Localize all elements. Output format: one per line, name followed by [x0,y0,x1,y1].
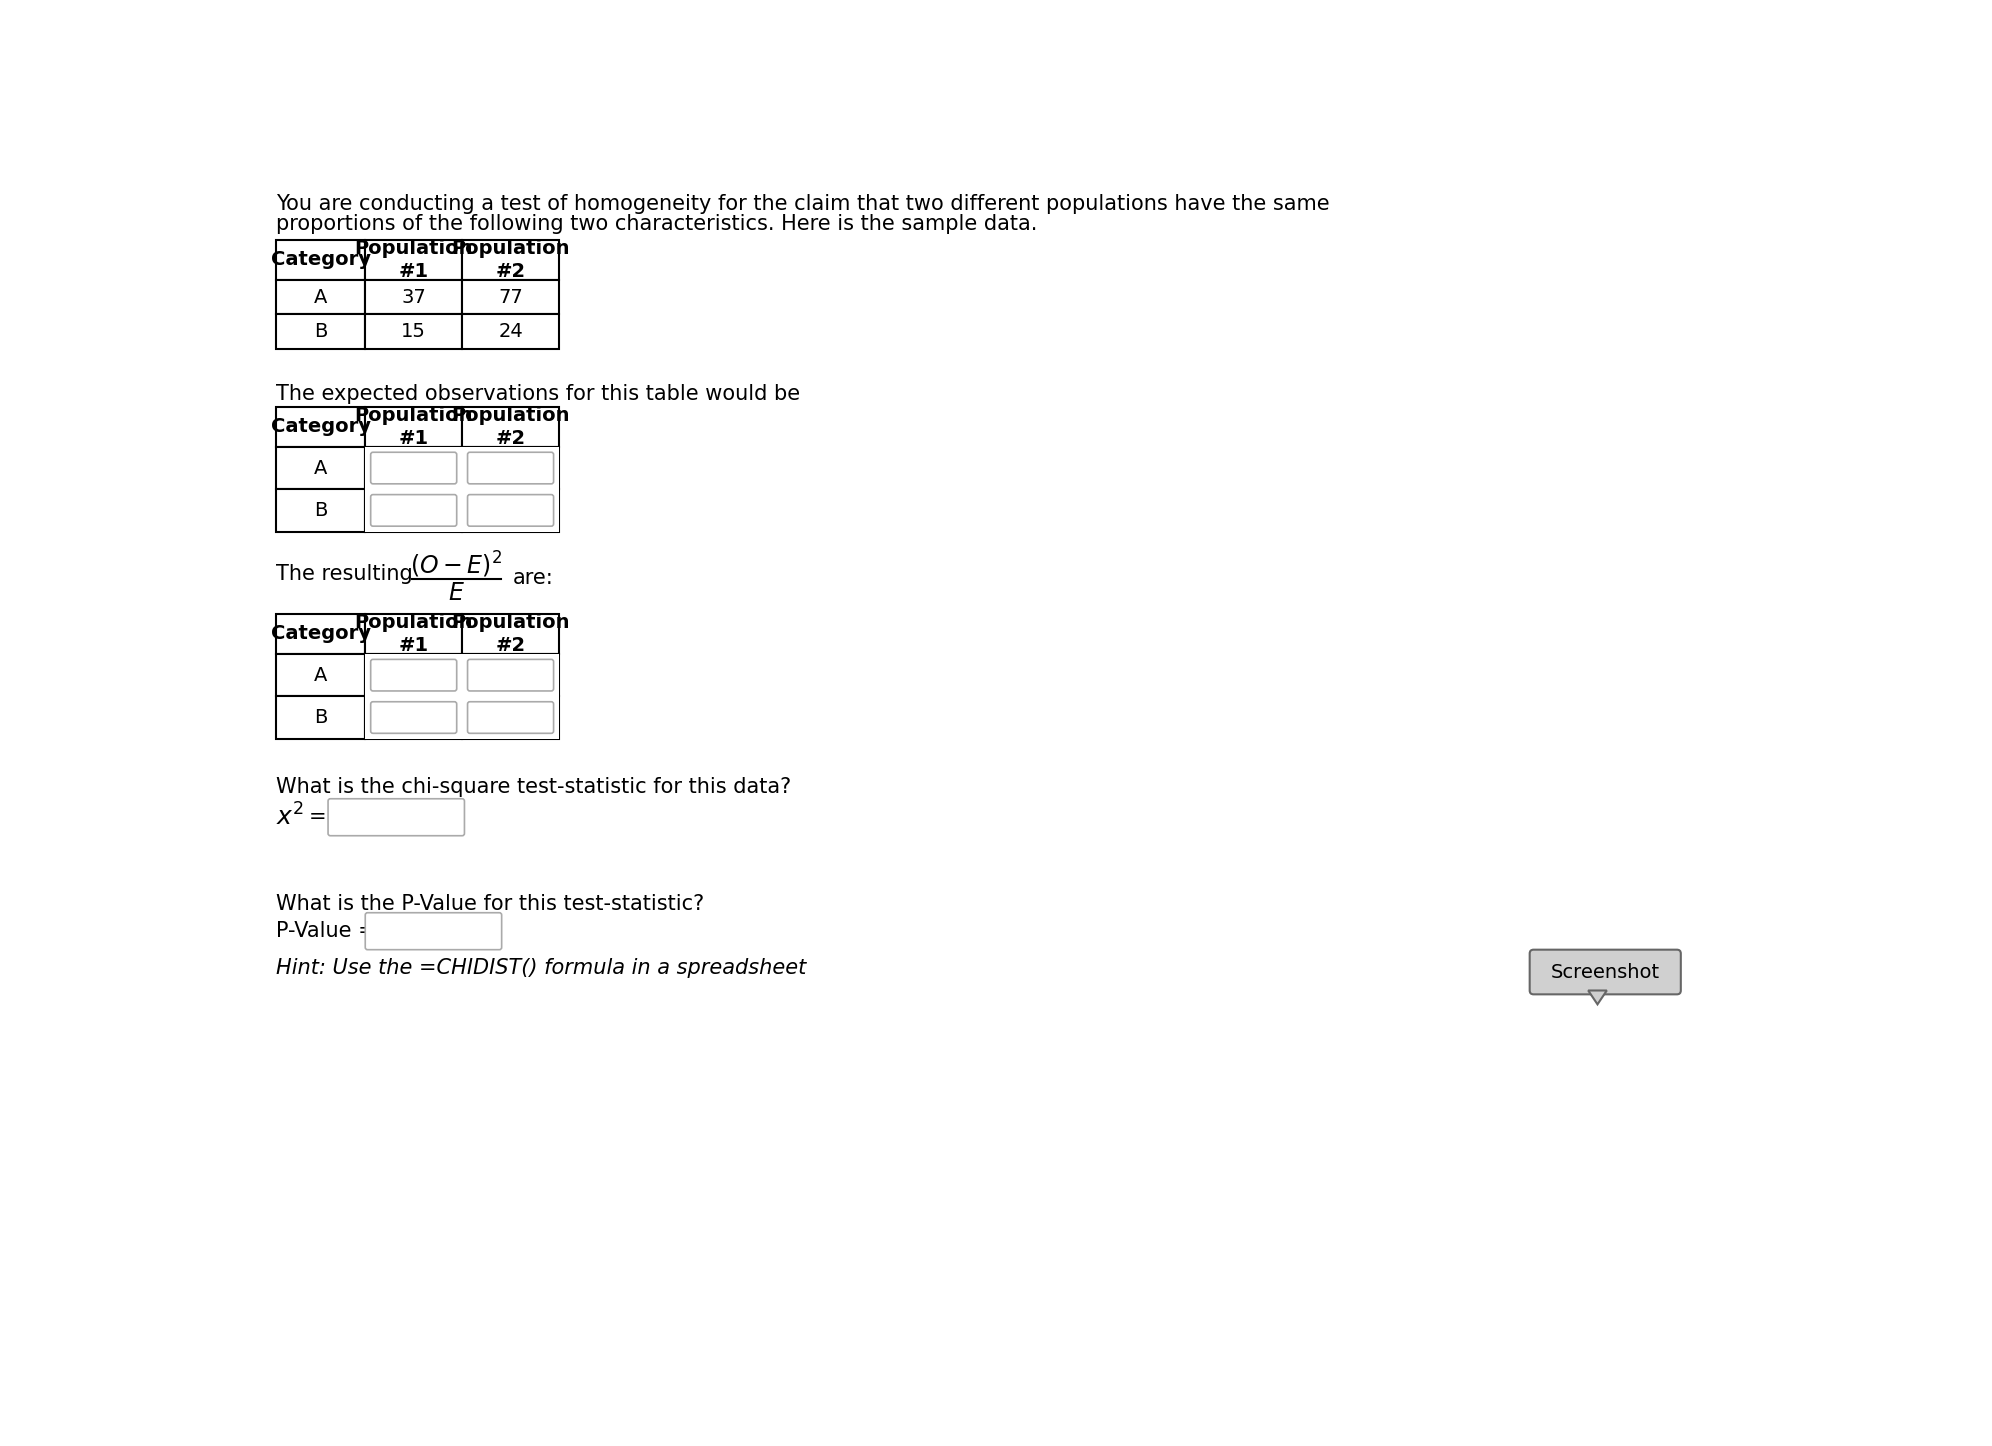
Bar [365,489,462,532]
Bar [365,279,462,314]
Bar [365,447,462,489]
Bar [462,654,560,697]
Text: Category: Category [271,250,371,269]
Bar [277,447,365,489]
FancyBboxPatch shape [468,453,554,484]
Text: P-Value =: P-Value = [277,921,376,941]
Text: What is the P-Value for this test-statistic?: What is the P-Value for this test-statis… [277,894,705,914]
Bar [365,654,462,697]
FancyBboxPatch shape [468,659,554,691]
Bar [277,279,365,314]
Text: $x^2$: $x^2$ [277,804,305,831]
Text: $(O - E)^2$: $(O - E)^2$ [410,549,502,580]
Bar [462,697,560,739]
Bar [462,406,560,447]
Text: The expected observations for this table would be: The expected observations for this table… [277,383,801,403]
Bar [365,406,462,447]
Bar [462,447,560,489]
Bar [365,697,462,739]
Text: Population
#2: Population #2 [452,239,570,281]
Bar [365,697,462,739]
Text: 37: 37 [400,288,426,307]
Bar [277,240,365,279]
Text: Population
#2: Population #2 [452,613,570,655]
Bar [277,406,365,447]
Bar [462,240,560,279]
FancyBboxPatch shape [468,701,554,733]
FancyBboxPatch shape [1530,950,1681,995]
Bar [462,654,560,697]
FancyBboxPatch shape [468,495,554,526]
FancyBboxPatch shape [329,798,464,836]
Bar [365,314,462,348]
Bar [277,654,365,697]
Text: B: B [315,322,327,341]
FancyBboxPatch shape [371,453,456,484]
FancyBboxPatch shape [371,495,456,526]
Text: A: A [315,665,327,684]
Bar [462,489,560,532]
Text: Population
#1: Population #1 [355,405,472,448]
Bar [365,654,462,697]
Bar [365,447,462,489]
Text: The resulting: The resulting [277,564,412,584]
Text: Screenshot: Screenshot [1550,963,1659,982]
Text: 15: 15 [400,322,426,341]
Bar [462,489,560,532]
Bar [462,314,560,348]
Text: $E$: $E$ [448,581,464,606]
FancyBboxPatch shape [371,659,456,691]
Text: A: A [315,288,327,307]
Bar [365,615,462,654]
Bar [462,697,560,739]
Bar [277,615,365,654]
Text: B: B [315,709,327,727]
Bar [365,240,462,279]
Text: You are conducting a test of homogeneity for the claim that two different popula: You are conducting a test of homogeneity… [277,194,1331,214]
Text: Hint: Use the =CHIDIST() formula in a spreadsheet: Hint: Use the =CHIDIST() formula in a sp… [277,959,807,977]
Polygon shape [1588,991,1608,1005]
Bar [277,489,365,532]
Text: Population
#1: Population #1 [355,239,472,281]
Bar [277,697,365,739]
Text: Population
#2: Population #2 [452,405,570,448]
Bar [277,314,365,348]
Text: 77: 77 [498,288,524,307]
Text: are:: are: [512,568,554,587]
Text: Category: Category [271,418,371,437]
Text: B: B [315,500,327,521]
Text: Population
#1: Population #1 [355,613,472,655]
Bar [462,615,560,654]
Bar [462,447,560,489]
Text: A: A [315,458,327,477]
Bar [365,489,462,532]
Text: What is the chi-square test-statistic for this data?: What is the chi-square test-statistic fo… [277,777,791,797]
Text: proportions of the following two characteristics. Here is the sample data.: proportions of the following two charact… [277,214,1038,234]
Text: 24: 24 [498,322,524,341]
Text: Category: Category [271,625,371,643]
FancyBboxPatch shape [371,701,456,733]
Text: =: = [309,807,327,827]
FancyBboxPatch shape [365,912,502,950]
Bar [462,279,560,314]
